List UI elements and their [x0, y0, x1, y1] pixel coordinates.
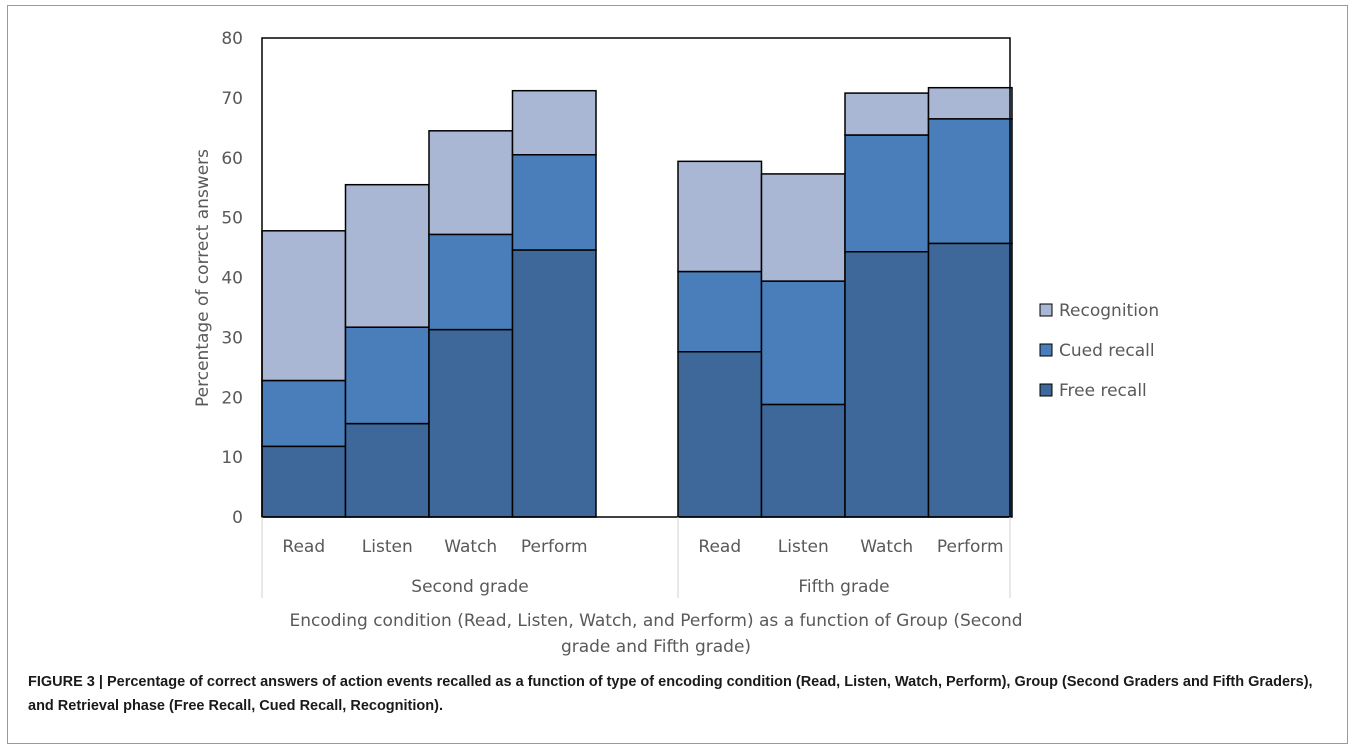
bar-stacks [261, 86, 1013, 518]
legend: Recognition Cued recall Free recall [1039, 301, 1159, 401]
bar-segment-free-recall [760, 403, 846, 518]
category-label: Read [282, 537, 325, 557]
bar-segment-recognition [344, 183, 430, 328]
bar-segment-cued-recall [344, 326, 430, 425]
bar-segment-free-recall [428, 328, 514, 518]
bar-segment-free-recall [844, 251, 930, 518]
y-axis-ticks: 0 10 20 30 40 50 60 70 80 [221, 29, 243, 528]
bar-segment-cued-recall [677, 270, 763, 353]
bar-segment-recognition [428, 130, 514, 236]
category-label: Listen [362, 537, 413, 557]
legend-swatch [1039, 383, 1053, 397]
category-axis: Read Listen Watch Perform Read Listen Watch Per… [261, 517, 1011, 598]
y-tick-label: 80 [221, 29, 243, 49]
bar-segment-free-recall [511, 249, 597, 518]
bar-segment-free-recall [344, 422, 430, 518]
y-tick-label: 40 [221, 269, 243, 289]
bar-segment-cued-recall [261, 379, 347, 448]
figure-frame [7, 5, 1348, 744]
group-label: Fifth grade [798, 577, 889, 597]
plot-border [261, 37, 1011, 518]
bar-segment-free-recall [677, 350, 763, 518]
group-label: Second grade [411, 577, 528, 597]
bar-segment-cued-recall [511, 154, 597, 251]
bar-segment-cued-recall [927, 118, 1013, 245]
category-label: Watch [860, 537, 913, 557]
category-label: Read [698, 537, 741, 557]
legend-label: Cued recall [1059, 341, 1155, 361]
x-axis-title-line: grade and Fifth grade) [561, 637, 751, 657]
category-label: Watch [444, 537, 497, 557]
bar-segment-recognition [760, 173, 846, 282]
y-tick-label: 70 [221, 89, 243, 109]
bar-segment-cued-recall [428, 233, 514, 331]
bar-segment-cued-recall [760, 280, 846, 406]
y-tick-label: 60 [221, 149, 243, 169]
y-tick-label: 30 [221, 328, 243, 348]
x-axis-title-line: Encoding condition (Read, Listen, Watch,… [289, 611, 1022, 631]
y-tick-label: 50 [221, 209, 243, 229]
bar-segment-free-recall [927, 242, 1013, 518]
y-axis-title: Percentage of correct answers [193, 149, 213, 407]
bar-segment-recognition [511, 89, 597, 156]
y-tick-label: 10 [221, 448, 243, 468]
legend-label: Recognition [1059, 301, 1159, 321]
stacked-bar-chart: 0 10 20 30 40 50 60 70 80 Read Listen Watch Perform… [193, 29, 1159, 657]
bar-segment-cued-recall [844, 134, 930, 253]
bar-segment-recognition [927, 86, 1013, 120]
y-tick-label: 0 [232, 508, 243, 528]
legend-swatch [1039, 343, 1053, 357]
category-label: Perform [937, 537, 1004, 557]
x-axis-title: Encoding condition (Read, Listen, Watch,… [289, 611, 1022, 657]
figure-caption: FIGURE 3 | Percentage of correct answers… [28, 674, 1313, 714]
bar-segment-free-recall [261, 445, 347, 518]
bar-segment-recognition [677, 160, 763, 273]
bar-segment-recognition [261, 230, 347, 382]
legend-label: Free recall [1059, 381, 1147, 401]
category-label: Listen [778, 537, 829, 557]
y-tick-label: 20 [221, 388, 243, 408]
legend-swatch [1039, 303, 1053, 317]
category-label: Perform [521, 537, 588, 557]
bar-segment-recognition [844, 92, 930, 136]
